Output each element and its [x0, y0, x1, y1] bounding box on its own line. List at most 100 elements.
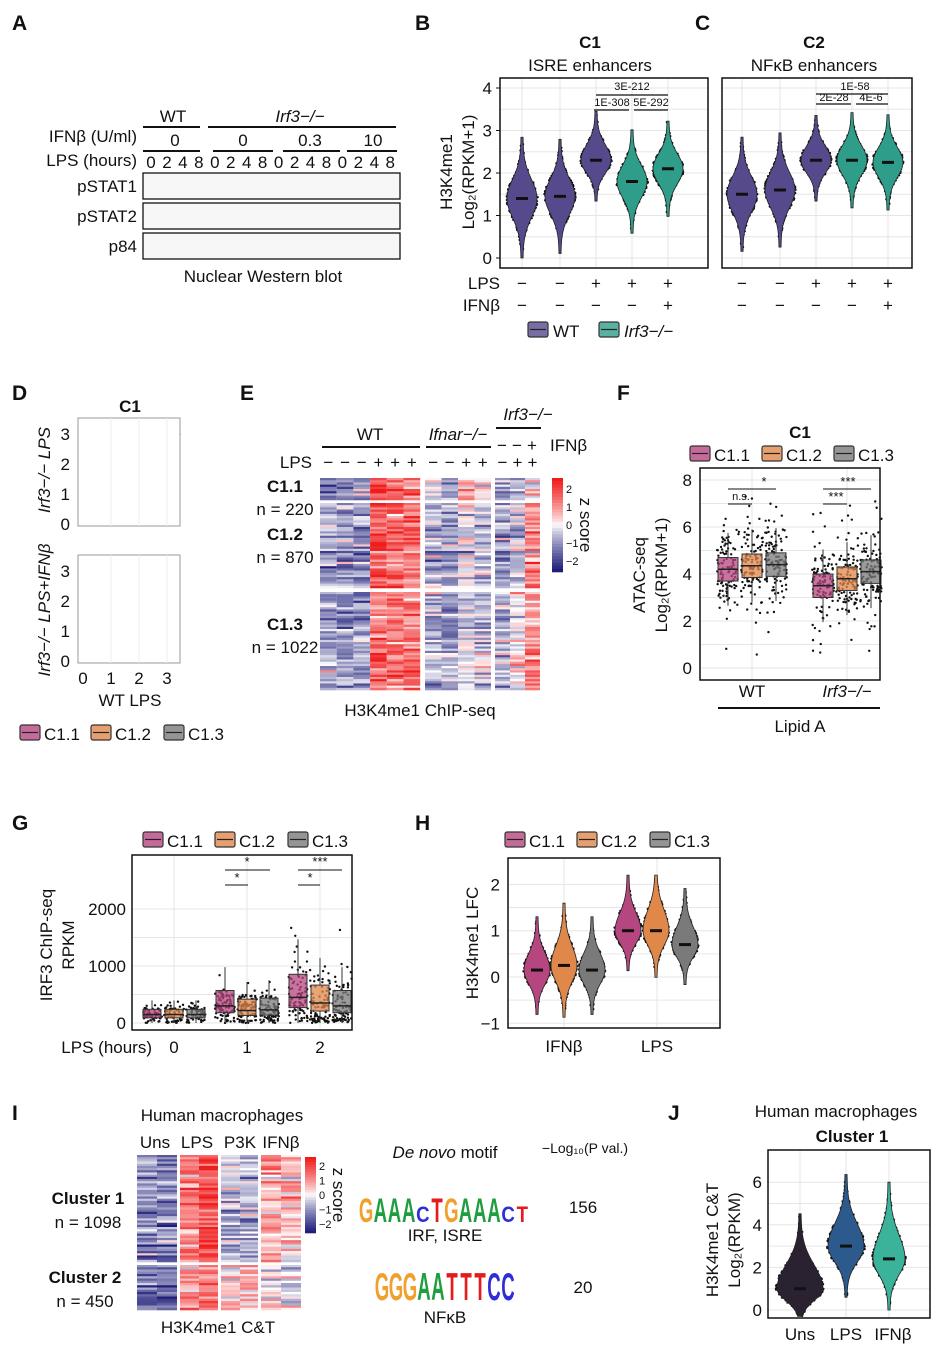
- heatmap-cell: [386, 581, 404, 584]
- heatmap-cell: [353, 507, 371, 510]
- heatmap-cell: [320, 559, 337, 563]
- heatmap-cell: [458, 495, 475, 499]
- lps-sign: −: [357, 453, 367, 472]
- heatmap-cell: [458, 513, 475, 517]
- heatmap-cell: [386, 491, 404, 494]
- heatmap-cell: [525, 484, 540, 488]
- heatmap-cell: [458, 598, 475, 602]
- heatmap-cell: [353, 546, 371, 550]
- heatmap-cell: [474, 503, 491, 506]
- heatmap-cell: [525, 602, 540, 606]
- heatmap-cell: [353, 497, 371, 501]
- heatmap-cell: [495, 553, 510, 556]
- heatmap-cell: [386, 495, 404, 499]
- heatmap-cell: [403, 518, 421, 521]
- heatmap-cell: [336, 574, 354, 578]
- blot-caption: Nuclear Western blot: [184, 267, 343, 286]
- heatmap-cell: [425, 550, 442, 554]
- heatmap-cell: [336, 605, 354, 608]
- heatmap-cell: [403, 542, 421, 545]
- heatmap-cell: [474, 480, 491, 483]
- heatmap-cell: [458, 602, 475, 606]
- heatmap-cell: [495, 546, 510, 550]
- heatmap-cell: [495, 484, 510, 488]
- pvalue: 3E-212: [614, 81, 649, 93]
- heatmap-cell: [425, 482, 442, 485]
- heatmap-cell: [425, 524, 442, 528]
- heatmap-cell: [403, 507, 421, 510]
- heatmap-cell: [525, 544, 540, 547]
- heatmap-cell: [353, 478, 371, 481]
- heatmap-cell: [441, 513, 458, 517]
- heatmap-cell: [320, 493, 337, 496]
- heatmap-cell: [458, 568, 475, 571]
- heatmap-cell: [370, 600, 387, 604]
- heatmap-cell: [386, 509, 404, 513]
- heatmap-cell: [370, 542, 387, 545]
- heatmap-cell: [336, 546, 354, 550]
- heatmap-cell: [525, 540, 540, 543]
- heatmap-cell: [441, 544, 458, 547]
- legend-cluster-label: C1.1: [44, 725, 80, 744]
- y-tick: 2: [61, 592, 70, 611]
- heatmap-cell: [425, 531, 442, 534]
- lps-row-label: LPS: [468, 274, 500, 293]
- heatmap-cell: [495, 503, 510, 506]
- heatmap-cell: [370, 559, 387, 563]
- heatmap-cell: [474, 555, 491, 558]
- heatmap-cell: [425, 505, 442, 508]
- heatmap-cell: [370, 572, 387, 576]
- heatmap-cell: [403, 495, 421, 499]
- heatmap-cell: [474, 520, 491, 523]
- heatmap-cell: [336, 564, 354, 567]
- heatmap-cell: [510, 602, 525, 606]
- heatmap-cell: [495, 537, 510, 541]
- heatmap-cell: [386, 574, 404, 578]
- heatmap-cell: [495, 540, 510, 543]
- heatmap-cell: [441, 594, 458, 597]
- heatmap-cell: [386, 542, 404, 545]
- heatmap-cell: [370, 491, 387, 494]
- heatmap-cell: [370, 546, 387, 550]
- heatmap-cell: [474, 600, 491, 604]
- heatmap-cell: [353, 518, 371, 521]
- lps-hour: 8: [258, 153, 267, 172]
- panel-letter-a: A: [12, 12, 27, 35]
- heatmap-cell: [474, 577, 491, 580]
- heatmap-cell: [320, 511, 337, 515]
- heatmap-cell: [425, 596, 442, 599]
- heatmap-cell: [353, 524, 371, 528]
- heatmap-cell: [425, 602, 442, 606]
- wt-header: WT: [160, 107, 186, 126]
- heatmap-cell: [386, 596, 404, 599]
- heatmap-cell: [525, 577, 540, 580]
- heatmap-cell: [441, 605, 458, 608]
- heatmap-cell: [403, 553, 421, 556]
- ifn-sign: −: [847, 296, 857, 315]
- heatmap-cell: [403, 568, 421, 571]
- wt-header: WT: [357, 425, 383, 444]
- heatmap-cell: [386, 553, 404, 556]
- heatmap-cell: [403, 524, 421, 528]
- heatmap-cell: [474, 574, 491, 578]
- heatmap-cell: [386, 602, 404, 606]
- heatmap-cell: [510, 509, 525, 513]
- heatmap-cell: [425, 520, 442, 523]
- lps-hour: 8: [194, 153, 203, 172]
- heatmap-cell: [495, 522, 510, 526]
- heatmap-cell: [474, 537, 491, 541]
- heatmap-cell: [336, 529, 354, 532]
- heatmap-cell: [425, 566, 442, 569]
- heatmap-cell: [403, 533, 421, 536]
- heatmap-cell: [458, 524, 475, 528]
- heatmap-cell: [525, 557, 540, 560]
- heatmap-cell: [336, 542, 354, 545]
- heatmap-cell: [425, 497, 442, 501]
- heatmap-cell: [370, 509, 387, 513]
- heatmap-cell: [441, 574, 458, 578]
- heatmap-cell: [474, 516, 491, 519]
- heatmap-cell: [403, 592, 421, 595]
- heatmap-cell: [386, 555, 404, 558]
- heatmap-cell: [353, 526, 371, 530]
- blot-membrane: [142, 172, 401, 200]
